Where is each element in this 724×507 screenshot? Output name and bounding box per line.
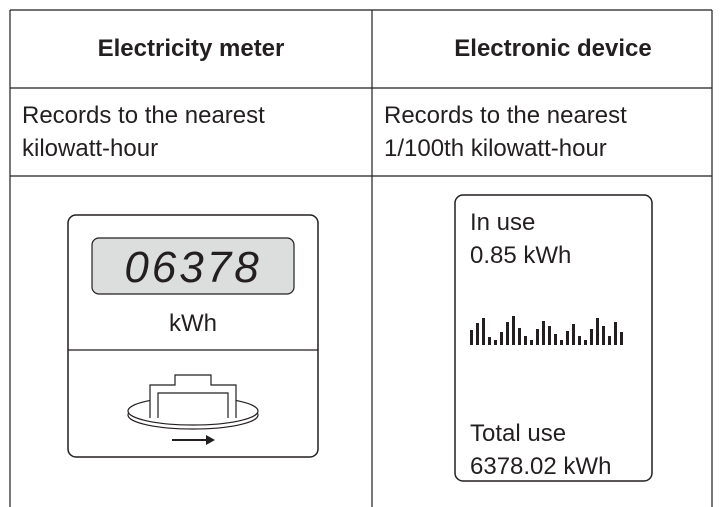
table-drawing: 06378 kWh In use 0.85 kWh Total us: [0, 0, 724, 507]
device: In use 0.85 kWh Total use 6378.02 kWh: [455, 195, 652, 481]
usage-bars: [470, 316, 623, 345]
meter: 06378 kWh: [68, 215, 318, 457]
in-use-value: 0.85 kWh: [470, 242, 571, 269]
table-cell: Records to the nearest kilowatt-hour: [22, 99, 322, 165]
meter-unit: kWh: [169, 310, 217, 337]
page: {"table": { "header": ["Electricity mete…: [0, 0, 724, 507]
in-use-label: In use: [470, 209, 535, 236]
table-cell: Records to the nearest 1/100th kilowatt-…: [384, 99, 684, 165]
column-header: Electronic device: [372, 32, 724, 65]
total-value: 6378.02 kWh: [470, 453, 611, 480]
column-header: Electricity meter: [10, 32, 372, 65]
meter-reading: 06378: [124, 243, 261, 292]
total-label: Total use: [470, 420, 566, 447]
